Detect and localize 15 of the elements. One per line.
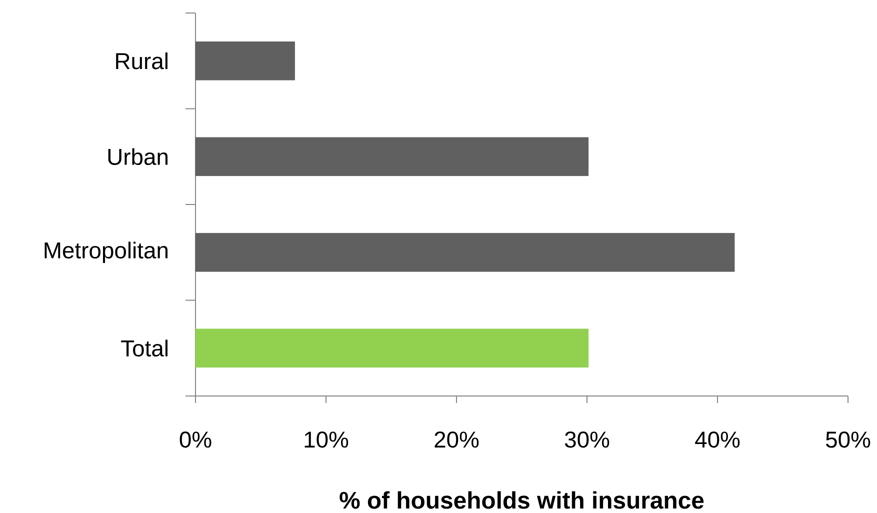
x-tick-label: 10% <box>304 432 348 448</box>
x-tick-label: 40% <box>695 432 740 448</box>
bar <box>195 137 589 176</box>
x-tick-label: 30% <box>564 432 610 448</box>
y-tick-label: Rural <box>116 52 168 70</box>
bar <box>195 328 589 368</box>
x-tick-label: 50% <box>826 432 870 448</box>
y-tick-label: Urban <box>108 148 168 166</box>
y-tick-label: Metropolitan <box>44 242 168 264</box>
y-tick-label: Total <box>121 340 168 357</box>
x-tick-label: 0% <box>180 432 212 448</box>
x-tick-label: 20% <box>434 432 479 448</box>
x-axis-title: % of households with insurance <box>340 491 704 509</box>
bar <box>195 232 735 272</box>
bar <box>195 41 295 80</box>
